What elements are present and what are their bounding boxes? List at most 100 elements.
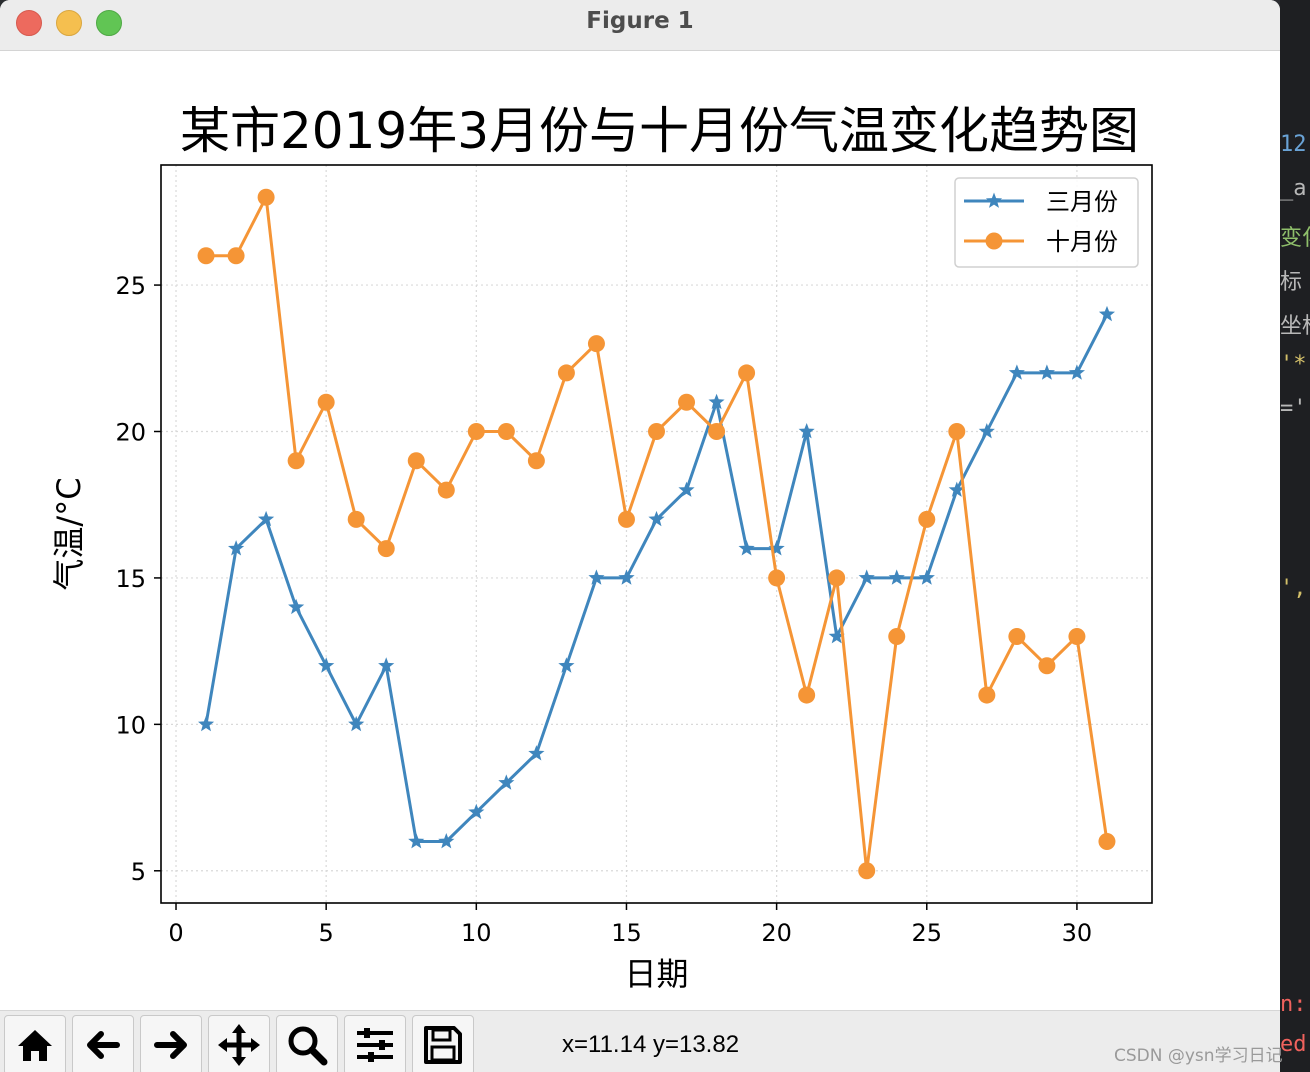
editor-code-fragment: 坐标 — [1280, 314, 1310, 339]
data-point — [558, 657, 575, 673]
data-point — [557, 364, 575, 382]
pan-move-icon — [218, 1024, 260, 1066]
data-point — [648, 510, 665, 527]
y-tick-label: 10 — [115, 711, 146, 739]
legend-label: 十月份 — [1046, 228, 1118, 256]
data-point — [888, 628, 906, 645]
data-point — [708, 393, 725, 410]
legend-marker — [985, 232, 1003, 250]
data-point — [678, 481, 695, 497]
save-button[interactable] — [412, 1015, 474, 1072]
data-point — [288, 598, 305, 615]
data-point — [828, 628, 845, 644]
data-point — [527, 452, 545, 470]
configure-subplots-button[interactable] — [344, 1015, 406, 1072]
plot-frame — [160, 164, 1153, 904]
editor-code-fragment: 变化 — [1280, 226, 1310, 251]
data-point — [437, 481, 455, 499]
close-window-button[interactable] — [16, 10, 42, 36]
series-line-2 — [206, 195, 1109, 873]
data-point — [1008, 364, 1025, 380]
back-arrow-icon — [87, 1031, 120, 1059]
data-point — [798, 686, 816, 704]
editor-code-fragment: '* — [1280, 352, 1307, 377]
x-tick-label: 20 — [761, 919, 792, 947]
home-button[interactable] — [4, 1015, 66, 1072]
y-tick-label: 15 — [115, 565, 146, 593]
figure-window: Figure 1 某市2019年3月份与十月份气温变化趋势图 0 5 10 15 20 25… — [0, 0, 1280, 1072]
zoom-button[interactable] — [276, 1015, 338, 1072]
data-point — [1098, 833, 1116, 850]
cursor-coordinates: x=11.14 y=13.82 — [562, 1031, 740, 1058]
chart-title: 某市2019年3月份与十月份气温变化趋势图 — [180, 102, 1139, 160]
y-tick-label: 5 — [131, 858, 146, 886]
home-icon — [18, 1030, 52, 1061]
zoom-window-button[interactable] — [96, 10, 122, 36]
x-tick-label: 5 — [319, 919, 334, 947]
data-point — [497, 423, 515, 440]
data-point — [528, 745, 545, 761]
data-point — [768, 569, 786, 587]
data-point — [258, 510, 275, 527]
data-point — [228, 540, 245, 556]
data-point — [978, 423, 995, 439]
data-point — [618, 569, 635, 585]
editor-code-fragment: 标 — [1280, 270, 1303, 295]
data-point — [678, 393, 696, 411]
navigation-toolbar: x=11.14 y=13.82 — [0, 1010, 1280, 1072]
back-button[interactable] — [72, 1015, 134, 1072]
forward-arrow-icon — [154, 1031, 187, 1059]
legend-label: 三月份 — [1046, 188, 1118, 216]
data-point — [468, 803, 485, 820]
data-point — [1068, 364, 1085, 380]
figure-canvas[interactable]: 某市2019年3月份与十月份气温变化趋势图 0 5 10 15 20 25 30 5 10 15 20… — [0, 51, 1280, 1010]
data-point — [978, 686, 996, 704]
data-point — [498, 774, 515, 790]
data-point — [588, 569, 605, 585]
data-point — [587, 335, 605, 353]
data-point — [918, 569, 935, 585]
data-point — [798, 423, 815, 439]
y-tick-label: 25 — [115, 272, 146, 300]
chart: 某市2019年3月份与十月份气温变化趋势图 0 5 10 15 20 25 30 5 10 15 20… — [50, 102, 1153, 993]
data-point — [888, 569, 905, 585]
save-disk-icon — [424, 1026, 462, 1064]
data-point — [617, 510, 635, 528]
data-point — [1068, 628, 1086, 645]
editor-code-fragment: _a — [1280, 176, 1307, 201]
data-point — [198, 715, 215, 732]
forward-button[interactable] — [140, 1015, 202, 1072]
data-point — [348, 715, 365, 732]
data-point — [467, 423, 485, 440]
data-point — [257, 188, 275, 206]
data-point — [1008, 628, 1026, 645]
y-tick-label: 20 — [115, 419, 146, 447]
x-tick-label: 15 — [611, 919, 642, 947]
data-point — [858, 862, 876, 880]
window-title: Figure 1 — [586, 8, 694, 34]
data-point — [948, 423, 966, 440]
editor-code-fragment: 12 — [1280, 132, 1307, 157]
editor-code-fragment: ed — [1280, 1032, 1307, 1057]
data-point — [1038, 657, 1056, 675]
pan-button[interactable] — [208, 1015, 270, 1072]
minimize-window-button[interactable] — [56, 10, 82, 36]
editor-code-fragment: n: — [1280, 992, 1307, 1017]
data-point — [918, 510, 936, 528]
data-point — [347, 510, 365, 528]
x-tick-label: 30 — [1062, 919, 1093, 947]
editor-code-fragment: ', — [1280, 576, 1307, 601]
data-point — [407, 452, 425, 470]
legend-marker — [985, 192, 1003, 208]
data-point — [227, 247, 245, 265]
configure-subplots-icon — [357, 1028, 393, 1062]
data-point — [1098, 305, 1115, 322]
data-point — [1038, 364, 1055, 380]
data-point — [197, 247, 215, 265]
background-code-editor: 12 _a 变化标坐标 '* =' ', n: ed — [1280, 0, 1310, 1072]
watermark: CSDN @ysn学习日记 — [1114, 1046, 1283, 1066]
data-point — [378, 657, 395, 673]
data-point — [408, 833, 425, 849]
x-axis-label: 日期 — [624, 955, 688, 993]
editor-code-fragment: =' — [1280, 396, 1307, 421]
